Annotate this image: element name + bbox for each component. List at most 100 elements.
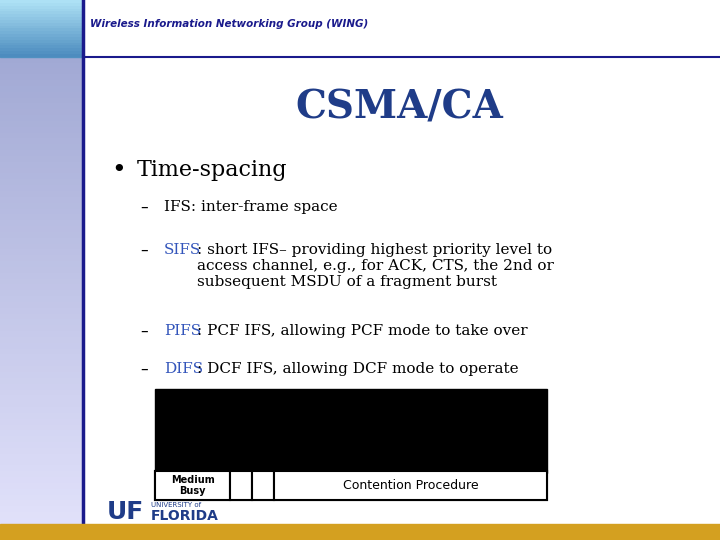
Bar	[0, 507, 83, 512]
Text: PIFS: PIFS	[164, 324, 202, 338]
Bar	[0, 436, 83, 442]
Bar	[0, 14, 83, 17]
Bar	[0, 220, 83, 226]
Bar	[0, 524, 720, 540]
Text: FLORIDA: FLORIDA	[151, 509, 219, 523]
Bar	[0, 5, 83, 9]
Bar	[0, 354, 83, 360]
Text: UF: UF	[107, 500, 144, 524]
Bar	[0, 9, 83, 11]
Bar	[155, 471, 547, 500]
Bar	[0, 11, 83, 14]
Bar	[0, 360, 83, 366]
Bar	[0, 74, 83, 80]
Bar	[0, 25, 83, 28]
Text: Medium
Busy: Medium Busy	[171, 475, 215, 496]
Bar	[155, 389, 547, 472]
Bar	[0, 28, 83, 31]
Bar	[0, 173, 83, 179]
Bar	[0, 512, 83, 518]
Bar	[0, 162, 83, 167]
Bar	[0, 261, 83, 267]
Bar	[0, 45, 83, 48]
Bar	[0, 383, 83, 389]
Bar	[0, 43, 83, 45]
Bar	[0, 285, 83, 291]
Bar	[0, 63, 83, 69]
Bar	[0, 454, 83, 460]
Bar	[0, 156, 83, 162]
Bar	[0, 17, 83, 20]
Bar	[0, 40, 83, 43]
Bar	[0, 337, 83, 343]
Bar	[0, 104, 83, 109]
Bar	[0, 92, 83, 98]
Bar	[0, 34, 83, 37]
Bar	[0, 389, 83, 395]
Text: : short IFS– providing highest priority level to
access channel, e.g., for ACK, : : short IFS– providing highest priority …	[197, 243, 554, 289]
Bar	[0, 395, 83, 401]
Bar	[0, 86, 83, 92]
Bar	[0, 214, 83, 220]
Bar	[0, 48, 83, 51]
Bar	[0, 51, 83, 54]
Text: –: –	[140, 200, 148, 215]
Bar	[0, 349, 83, 354]
Bar	[0, 267, 83, 273]
Bar	[0, 109, 83, 115]
Bar	[0, 489, 83, 495]
Bar	[0, 244, 83, 249]
Bar	[0, 3, 83, 5]
Text: : PCF IFS, allowing PCF mode to take over: : PCF IFS, allowing PCF mode to take ove…	[197, 324, 528, 338]
Bar	[0, 23, 83, 25]
Bar	[0, 69, 83, 74]
Bar	[0, 325, 83, 331]
Bar	[0, 150, 83, 156]
Bar	[0, 133, 83, 138]
Bar	[0, 37, 83, 40]
Bar	[0, 54, 83, 57]
Bar	[0, 430, 83, 436]
Bar	[0, 296, 83, 302]
Bar	[0, 255, 83, 261]
Bar	[0, 144, 83, 150]
Bar	[0, 249, 83, 255]
Bar	[0, 477, 83, 483]
Bar	[0, 495, 83, 501]
Text: IFS: inter-frame space: IFS: inter-frame space	[164, 200, 338, 214]
Bar	[0, 518, 83, 524]
Text: –: –	[140, 362, 148, 377]
Bar	[0, 0, 83, 3]
Bar	[0, 80, 83, 86]
Bar	[0, 31, 83, 34]
Bar	[155, 471, 230, 500]
Bar	[0, 20, 83, 23]
Bar	[0, 418, 83, 424]
Text: –: –	[140, 324, 148, 339]
Bar	[0, 98, 83, 104]
Text: CSMA/CA: CSMA/CA	[296, 89, 503, 127]
Bar	[0, 302, 83, 308]
Bar	[0, 179, 83, 185]
Text: DIFS: DIFS	[164, 362, 203, 376]
Bar	[0, 290, 83, 296]
Text: •: •	[112, 158, 126, 182]
Bar	[0, 378, 83, 383]
Bar	[0, 372, 83, 378]
Bar	[0, 501, 83, 507]
Bar	[0, 0, 83, 57]
Bar	[0, 167, 83, 173]
Bar	[0, 208, 83, 214]
Bar	[0, 465, 83, 471]
Bar	[0, 238, 83, 244]
Text: Time-spacing: Time-spacing	[137, 159, 287, 181]
Bar	[0, 191, 83, 197]
Bar	[0, 127, 83, 133]
Bar	[0, 460, 83, 465]
Bar	[0, 320, 83, 325]
Text: SIFS: SIFS	[164, 243, 202, 257]
Bar	[0, 401, 83, 407]
Bar	[252, 471, 274, 500]
Bar	[0, 138, 83, 144]
Bar	[0, 121, 83, 127]
